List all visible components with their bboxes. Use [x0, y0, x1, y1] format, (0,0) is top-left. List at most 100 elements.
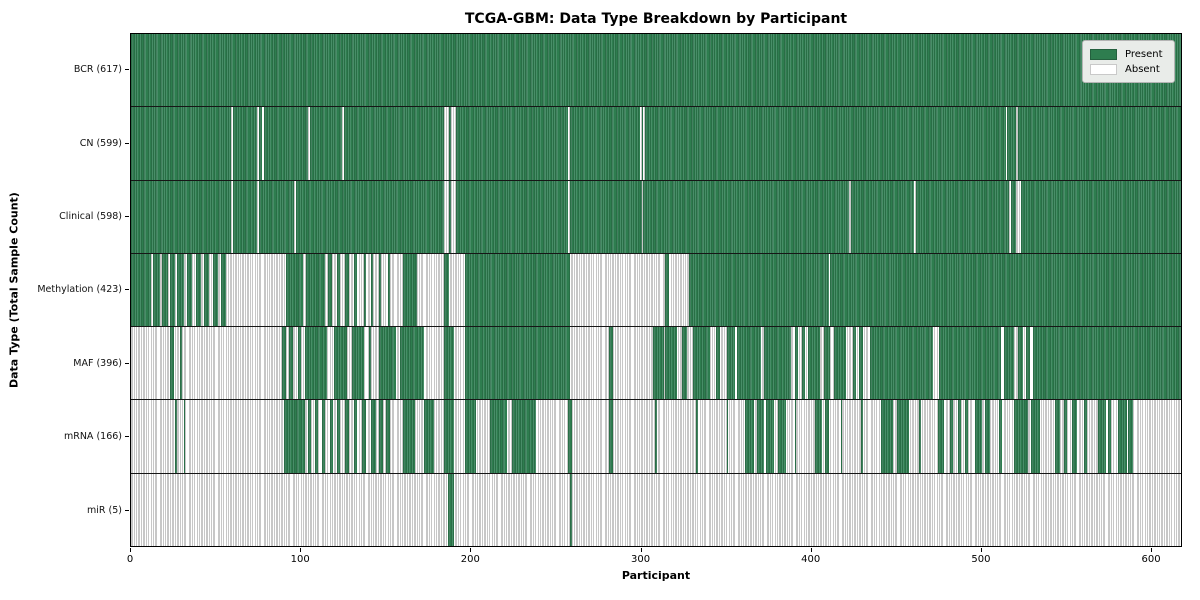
present-segment: [1004, 327, 1015, 400]
y-tick-label-Clinical: Clinical (598): [0, 180, 129, 253]
present-segment: [692, 327, 710, 400]
present-segment: [850, 180, 914, 253]
present-segment: [823, 327, 831, 400]
present-segment: [801, 327, 805, 400]
present-segment: [447, 473, 455, 546]
present-segment: [1128, 400, 1134, 473]
present-segment: [131, 253, 152, 327]
present-segment: [881, 400, 894, 473]
present-segment: [665, 327, 678, 400]
present-segment: [170, 327, 174, 400]
present-segment: [233, 107, 257, 180]
present-segment: [689, 253, 829, 327]
present-segment: [161, 253, 169, 327]
present-segment: [736, 327, 761, 400]
present-segment: [423, 400, 434, 473]
present-segment: [221, 253, 227, 327]
x-tick-label: 100: [290, 554, 310, 565]
present-segment: [958, 400, 962, 473]
present-segment: [387, 253, 390, 327]
present-segment: [490, 400, 508, 473]
present-segment: [449, 107, 451, 180]
present-segment: [386, 400, 390, 473]
present-segment: [918, 400, 921, 473]
present-segment: [1014, 400, 1028, 473]
present-segment: [345, 253, 349, 327]
present-segment: [336, 400, 341, 473]
present-segment: [379, 253, 382, 327]
data-row-miR: [131, 473, 1181, 546]
present-segment: [512, 400, 536, 473]
present-segment: [187, 253, 193, 327]
present-segment: [937, 400, 945, 473]
present-segment: [985, 400, 991, 473]
present-segment: [1032, 327, 1181, 400]
legend-present-swatch: [1090, 48, 1117, 60]
present-segment: [153, 253, 160, 327]
present-segment: [1055, 400, 1061, 473]
present-segment: [464, 400, 477, 473]
present-segment: [131, 107, 232, 180]
present-segment: [399, 327, 424, 400]
present-segment: [655, 400, 657, 473]
present-segment: [175, 400, 177, 473]
present-segment: [449, 180, 451, 253]
present-segment: [321, 400, 325, 473]
y-tick-label-MAF: MAF (396): [0, 327, 129, 400]
present-segment: [609, 327, 613, 400]
present-segment: [1031, 400, 1040, 473]
present-segment: [1097, 400, 1107, 473]
present-segment: [282, 327, 286, 400]
present-segment: [352, 327, 365, 400]
chart-title: TCGA-GBM: Data Type Breakdown by Partici…: [464, 11, 848, 27]
present-segment: [336, 253, 341, 327]
present-segment: [975, 400, 982, 473]
present-segment: [131, 34, 1181, 107]
present-segment: [444, 253, 450, 327]
present-segment: [258, 107, 263, 180]
x-tick-label: 400: [801, 554, 821, 565]
present-segment: [343, 107, 445, 180]
present-segment: [998, 400, 1003, 473]
plot-area: [130, 33, 1182, 547]
present-segment: [840, 400, 843, 473]
present-segment: [570, 180, 642, 253]
present-segment: [369, 327, 371, 400]
present-segment: [345, 400, 349, 473]
present-segment: [757, 400, 765, 473]
present-segment: [306, 253, 325, 327]
x-tick-label: 300: [630, 554, 651, 565]
present-segment: [456, 107, 569, 180]
present-segment: [859, 327, 863, 400]
x-tick-mark: [810, 548, 812, 552]
present-segment: [362, 400, 366, 473]
present-segment: [258, 180, 295, 253]
present-segment: [765, 400, 775, 473]
present-segment: [212, 253, 218, 327]
present-segment: [370, 253, 373, 327]
present-segment: [915, 180, 1010, 253]
present-segment: [328, 253, 332, 327]
present-segment: [1010, 180, 1016, 253]
present-segment: [233, 180, 257, 253]
present-segment: [641, 107, 644, 180]
present-segment: [379, 327, 397, 400]
present-segment: [309, 107, 342, 180]
data-row-Methylation: [131, 253, 1181, 328]
present-segment: [1007, 107, 1016, 180]
present-segment: [353, 253, 358, 327]
data-row-MAF: [131, 327, 1181, 401]
present-segment: [379, 400, 383, 473]
present-segment: [568, 400, 572, 473]
x-tick-mark: [470, 548, 472, 552]
present-segment: [777, 400, 787, 473]
x-tick-mark: [640, 548, 642, 552]
present-segment: [1118, 400, 1127, 473]
x-tick-label: 500: [971, 554, 991, 565]
present-segment: [644, 107, 1006, 180]
present-segment: [830, 253, 1181, 327]
present-segment: [333, 327, 348, 400]
x-tick-mark: [980, 548, 982, 552]
present-segment: [726, 327, 736, 400]
